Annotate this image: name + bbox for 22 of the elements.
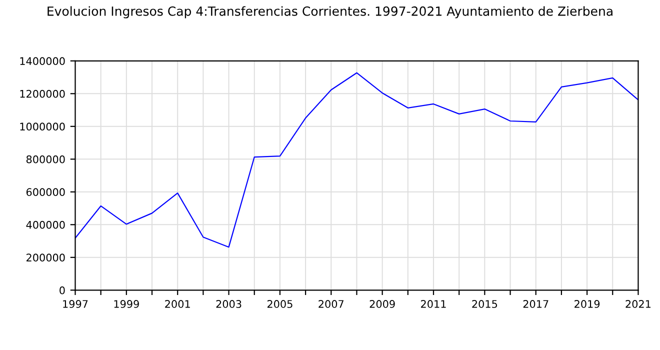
y-tick-label: 1400000 xyxy=(20,57,65,66)
y-tick-label: 400000 xyxy=(26,220,65,229)
x-tick-label: 2005 xyxy=(267,300,292,308)
y-tick-label: 800000 xyxy=(26,155,65,164)
y-tick-label: 200000 xyxy=(26,254,65,262)
y-tick-label: 0 xyxy=(60,286,65,294)
x-tick-label: 2001 xyxy=(165,300,190,308)
y-tick-label: 600000 xyxy=(26,188,65,196)
x-tick-label: 2021 xyxy=(626,300,651,308)
x-tick-label: 1999 xyxy=(114,300,139,308)
x-tick-label: 2019 xyxy=(574,300,600,308)
x-tick-label: 2007 xyxy=(318,300,344,308)
chart-title: Evolucion Ingresos Cap 4:Transferencias Corrientes. 1997-2021 Ayuntamiento de Zierbena xyxy=(48,6,612,18)
x-tick-label: 2003 xyxy=(216,300,242,308)
y-tick-label: 1000000 xyxy=(20,122,65,131)
x-tick-label: 2015 xyxy=(472,300,498,308)
line-series xyxy=(75,72,638,248)
x-tick-label: 1997 xyxy=(63,300,88,308)
x-tick-label: 2017 xyxy=(523,300,548,308)
y-tick-label: 1200000 xyxy=(20,90,65,98)
x-tick-label: 2011 xyxy=(421,300,446,308)
x-tick-label: 2009 xyxy=(370,300,395,308)
